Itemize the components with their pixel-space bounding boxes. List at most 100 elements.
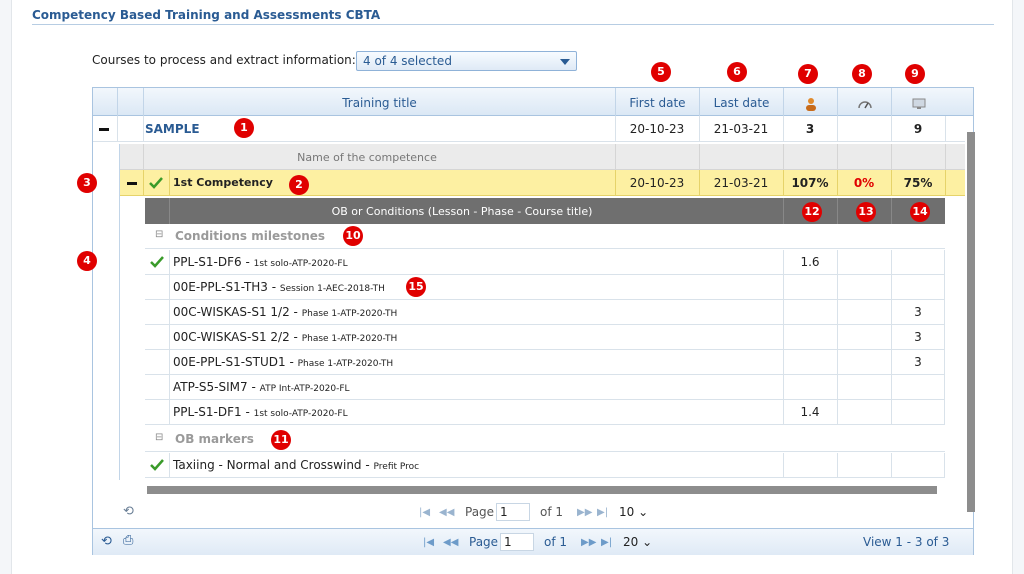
item-col9: 3 <box>914 330 922 344</box>
ob-header-label: OB or Conditions (Lesson - Phase - Cours… <box>331 205 593 218</box>
checkmark-icon <box>150 459 164 471</box>
inner-page-size-select[interactable]: 10 ⌄ <box>619 505 648 523</box>
item-code: 00C-WISKAS-S1 2/2 <box>173 330 290 344</box>
person-icon <box>805 97 816 111</box>
refresh-icon[interactable]: ⟲ <box>123 504 134 519</box>
group-conditions[interactable]: ⊟ Conditions milestones <box>145 224 945 249</box>
item-sub: Prefit Proc <box>373 462 420 472</box>
competency-last-date: 21-03-21 <box>713 176 769 190</box>
checkmark-icon <box>149 177 163 189</box>
competency-row[interactable]: 1st Competency 20-10-23 21-03-21 107% 0%… <box>119 170 965 196</box>
list-item[interactable]: 00E-PPL-S1-STUD1 - Phase 1-ATP-2020-TH 3 <box>145 350 945 375</box>
list-item[interactable]: PPL-S1-DF1 - 1st solo-ATP-2020-FL 1.4 <box>145 400 945 425</box>
badge-1: 1 <box>234 118 254 138</box>
outer-page-size-select[interactable]: 20 ⌄ <box>623 535 652 553</box>
badge-3: 3 <box>77 173 97 193</box>
vertical-scrollbar[interactable] <box>967 132 975 512</box>
item-sub: Phase 1-ATP-2020-TH <box>297 359 394 369</box>
header-first-date[interactable]: First date <box>615 88 699 116</box>
training-grid: Training title First date Last date <box>77 87 975 555</box>
item-col9: 3 <box>914 305 922 319</box>
item-col7: 1.6 <box>800 255 820 269</box>
sample-col9: 9 <box>913 122 923 136</box>
item-sub: Phase 1-ATP-2020-TH <box>301 334 398 344</box>
item-col7: 1.4 <box>800 405 820 419</box>
group-markers[interactable]: ⊟ OB markers <box>145 427 945 452</box>
outer-pager: ⟲ ⎙ |◀ ◀◀ Page of 1 ▶▶ ▶| 20 ⌄ View 1 - … <box>93 528 973 555</box>
chevron-down-icon <box>560 59 570 65</box>
badge-5: 5 <box>651 62 671 82</box>
header-col9[interactable] <box>891 88 945 116</box>
item-code: PPL-S1-DF6 <box>173 255 242 269</box>
header-col7[interactable] <box>783 88 837 116</box>
item-code: 00E-PPL-S1-STUD1 <box>173 355 286 369</box>
item-label: Taxiing - Normal and Crosswind - Prefit … <box>173 458 420 472</box>
next-page-icon[interactable]: ▶▶ <box>577 507 593 518</box>
item-code: ATP-S5-SIM7 <box>173 380 248 394</box>
header-col8[interactable] <box>837 88 891 116</box>
list-item[interactable]: 00C-WISKAS-S1 1/2 - Phase 1-ATP-2020-TH 3 <box>145 300 945 325</box>
badge-6: 6 <box>727 62 747 82</box>
list-item[interactable]: ATP-S5-SIM7 - ATP Int-ATP-2020-FL <box>145 375 945 400</box>
competency-title[interactable]: 1st Competency <box>173 176 273 189</box>
badge-14: 14 <box>910 202 930 222</box>
title-divider <box>32 24 994 25</box>
competency-col7: 107% <box>791 176 829 190</box>
item-sub: Phase 1-ATP-2020-TH <box>301 309 398 319</box>
item-label: ATP-S5-SIM7 - ATP Int-ATP-2020-FL <box>173 380 350 394</box>
header-training-title[interactable]: Training title <box>143 88 615 116</box>
item-label: 00C-WISKAS-S1 1/2 - Phase 1-ATP-2020-TH <box>173 305 398 319</box>
list-item[interactable]: PPL-S1-DF6 - 1st solo-ATP-2020-FL 1.6 <box>145 250 945 275</box>
group-conditions-label: Conditions milestones <box>175 229 326 243</box>
item-sub: Session 1-AEC-2018-TH <box>279 284 385 294</box>
first-page-icon[interactable]: |◀ <box>419 507 431 518</box>
next-page-icon[interactable]: ▶▶ <box>581 537 597 548</box>
competence-header-label: Name of the competence <box>297 151 437 164</box>
competency-col8: 0% <box>853 176 875 190</box>
inner-border <box>119 144 120 480</box>
badge-8: 8 <box>852 64 872 84</box>
sample-title[interactable]: SAMPLE <box>145 122 200 136</box>
prev-page-icon[interactable]: ◀◀ <box>443 537 459 548</box>
outer-page-input[interactable] <box>500 533 534 551</box>
inner-page-of: of 1 <box>540 505 564 519</box>
list-item[interactable]: 00C-WISKAS-S1 2/2 - Phase 1-ATP-2020-TH 3 <box>145 325 945 350</box>
badge-7: 7 <box>798 64 818 84</box>
item-code: 00E-PPL-S1-TH3 <box>173 280 268 294</box>
list-item[interactable]: 00E-PPL-S1-TH3 - Session 1-AEC-2018-TH <box>145 275 945 300</box>
badge-2: 2 <box>289 175 309 195</box>
badge-12: 12 <box>802 202 822 222</box>
item-label: 00C-WISKAS-S1 2/2 - Phase 1-ATP-2020-TH <box>173 330 398 344</box>
sample-row[interactable]: SAMPLE 20-10-23 21-03-21 3 9 <box>93 116 965 142</box>
horizontal-scrollbar[interactable] <box>147 486 937 494</box>
collapse-competency-icon[interactable] <box>127 182 137 185</box>
badge-9: 9 <box>905 64 925 84</box>
item-code: PPL-S1-DF1 <box>173 405 242 419</box>
outer-page-size: 20 <box>623 535 639 549</box>
refresh-icon[interactable]: ⟲ <box>101 534 112 549</box>
courses-select[interactable]: 4 of 4 selected <box>356 51 577 71</box>
print-icon[interactable]: ⎙ <box>123 533 134 548</box>
collapse-group-icon[interactable]: ⊟ <box>155 432 164 443</box>
sample-col7: 3 <box>805 122 815 136</box>
item-col9: 3 <box>914 355 922 369</box>
collapse-sample-icon[interactable] <box>99 128 109 131</box>
inner-page-input[interactable] <box>496 503 530 521</box>
last-page-icon[interactable]: ▶| <box>597 507 609 518</box>
last-page-icon[interactable]: ▶| <box>601 537 613 548</box>
list-item[interactable]: Taxiing - Normal and Crosswind - Prefit … <box>145 453 945 478</box>
badge-10: 10 <box>343 226 363 246</box>
sample-last-date: 21-03-21 <box>713 122 769 136</box>
collapse-group-icon[interactable]: ⊟ <box>155 229 164 240</box>
item-sub: ATP Int-ATP-2020-FL <box>259 384 350 394</box>
header-last-date[interactable]: Last date <box>699 88 783 116</box>
prev-page-icon[interactable]: ◀◀ <box>439 507 455 518</box>
item-label: PPL-S1-DF1 - 1st solo-ATP-2020-FL <box>173 405 348 419</box>
badge-11: 11 <box>271 430 291 450</box>
competency-first-date: 20-10-23 <box>629 176 685 190</box>
grid-header: Training title First date Last date <box>93 88 973 116</box>
badge-4: 4 <box>77 251 97 271</box>
competence-header: Name of the competence <box>119 144 965 170</box>
first-page-icon[interactable]: |◀ <box>423 537 435 548</box>
competency-col9: 75% <box>903 176 933 190</box>
